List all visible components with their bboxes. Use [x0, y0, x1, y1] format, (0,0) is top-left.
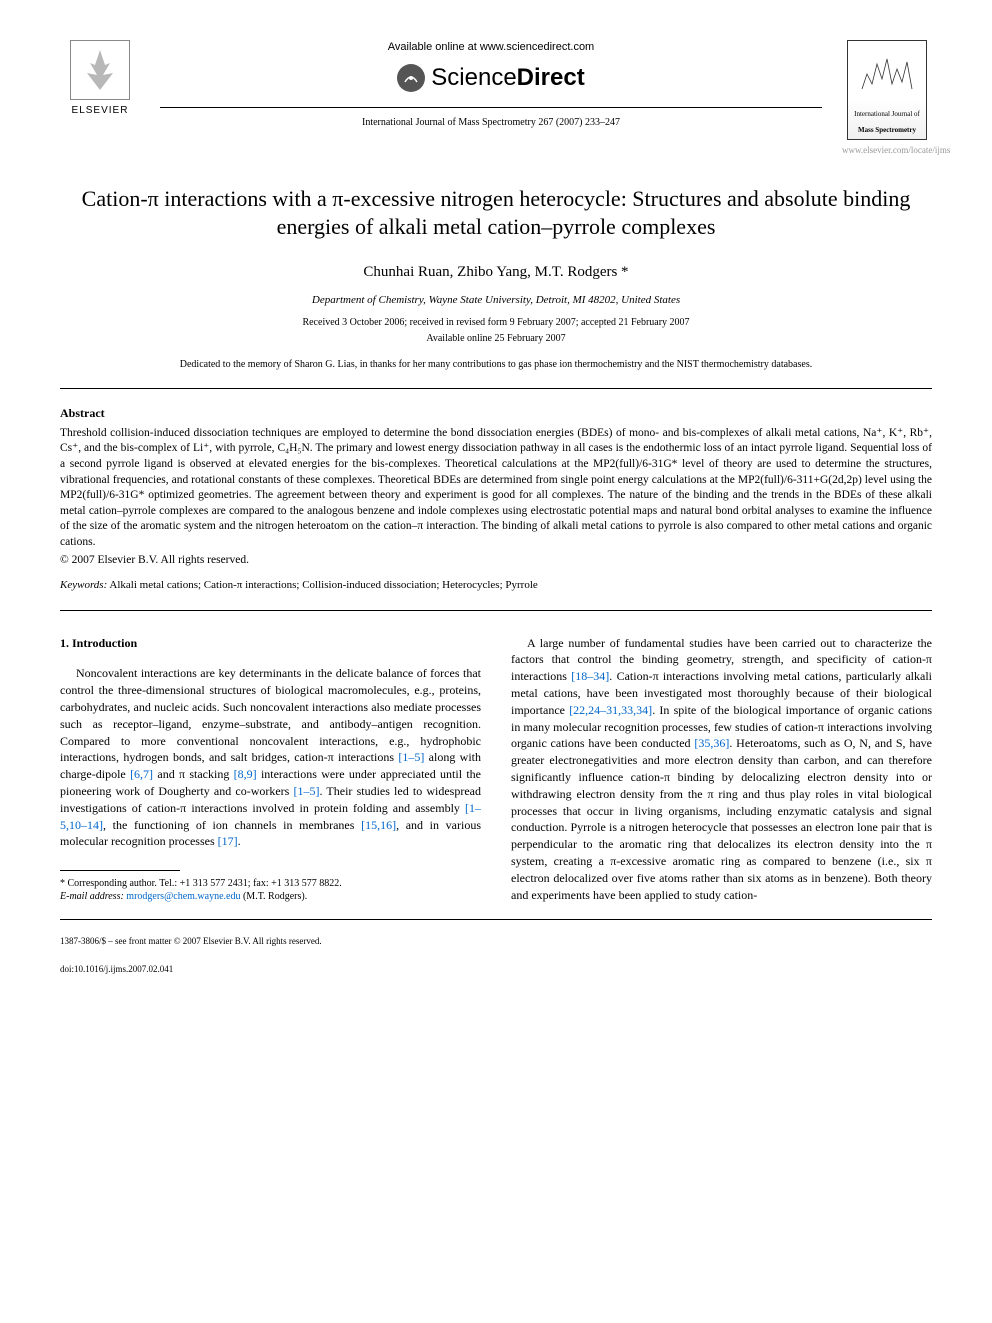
- sciencedirect-logo: ScienceDirect: [160, 61, 822, 95]
- ref-link[interactable]: [22,24–31,33,34]: [569, 703, 652, 717]
- intro-paragraph-2: A large number of fundamental studies ha…: [511, 635, 932, 904]
- cover-thumbnail: International Journal of Mass Spectromet…: [847, 40, 927, 140]
- journal-url: www.elsevier.com/locate/ijms: [842, 144, 932, 157]
- elsevier-tree-icon: [70, 40, 130, 100]
- keywords-label: Keywords:: [60, 579, 107, 591]
- header-rule: [160, 107, 822, 108]
- intro-heading: 1. Introduction: [60, 635, 481, 652]
- footnote-email-link[interactable]: mrodgers@chem.wayne.edu: [124, 891, 241, 902]
- sciencedirect-text: ScienceDirect: [431, 61, 584, 95]
- center-header: Available online at www.sciencedirect.co…: [140, 40, 842, 130]
- available-online-text: Available online at www.sciencedirect.co…: [160, 40, 822, 55]
- article-title: Cation-π interactions with a π-excessive…: [60, 185, 932, 242]
- received-dates: Received 3 October 2006; received in rev…: [60, 316, 932, 330]
- sciencedirect-icon: [397, 64, 425, 92]
- journal-cover: International Journal of Mass Spectromet…: [842, 40, 932, 157]
- body-columns: 1. Introduction Noncovalent interactions…: [60, 635, 932, 904]
- journal-reference: International Journal of Mass Spectromet…: [160, 116, 822, 130]
- cover-title-bottom: Mass Spectrometry: [852, 127, 922, 135]
- keywords-text: Alkali metal cations; Cation-π interacti…: [107, 579, 538, 591]
- column-right: A large number of fundamental studies ha…: [511, 635, 932, 904]
- cover-title-top: International Journal of: [852, 111, 922, 119]
- ref-link[interactable]: [6,7]: [130, 767, 153, 781]
- ref-link[interactable]: [1–5]: [294, 784, 320, 798]
- dedication: Dedicated to the memory of Sharon G. Lia…: [60, 358, 932, 372]
- footnote-email-line: E-mail address: mrodgers@chem.wayne.edu …: [60, 890, 481, 903]
- abstract-text: Threshold collision-induced dissociation…: [60, 426, 932, 550]
- available-date: Available online 25 February 2007: [60, 332, 932, 346]
- intro-paragraph-1: Noncovalent interactions are key determi…: [60, 665, 481, 850]
- footnote-email-tail: (M.T. Rodgers).: [240, 891, 307, 902]
- footer-rule: [60, 919, 932, 920]
- ref-link[interactable]: [15,16]: [361, 818, 396, 832]
- ref-link[interactable]: [35,36]: [694, 736, 729, 750]
- page-header: ELSEVIER Available online at www.science…: [60, 40, 932, 157]
- footer-copyright: 1387-3806/$ – see front matter © 2007 El…: [60, 936, 932, 948]
- abstract-heading: Abstract: [60, 405, 932, 422]
- abstract-copyright: © 2007 Elsevier B.V. All rights reserved…: [60, 552, 932, 568]
- column-left: 1. Introduction Noncovalent interactions…: [60, 635, 481, 904]
- ref-link[interactable]: [17]: [218, 834, 238, 848]
- elsevier-label: ELSEVIER: [72, 104, 129, 118]
- abstract-top-rule: [60, 388, 932, 389]
- footnote-tel: * Corresponding author. Tel.: +1 313 577…: [60, 877, 481, 890]
- keywords-line: Keywords: Alkali metal cations; Cation-π…: [60, 578, 932, 593]
- authors-line: Chunhai Ruan, Zhibo Yang, M.T. Rodgers *: [60, 262, 932, 283]
- affiliation: Department of Chemistry, Wayne State Uni…: [60, 293, 932, 308]
- corresponding-footnote: * Corresponding author. Tel.: +1 313 577…: [60, 877, 481, 903]
- footer-doi: doi:10.1016/j.ijms.2007.02.041: [60, 964, 932, 976]
- abstract-bottom-rule: [60, 610, 932, 611]
- ref-link[interactable]: [8,9]: [234, 767, 257, 781]
- ref-link[interactable]: [1–5]: [398, 750, 424, 764]
- elsevier-logo: ELSEVIER: [60, 40, 140, 118]
- footnote-separator: [60, 870, 180, 871]
- footnote-email-label: E-mail address:: [60, 891, 124, 902]
- ref-link[interactable]: [18–34]: [571, 669, 609, 683]
